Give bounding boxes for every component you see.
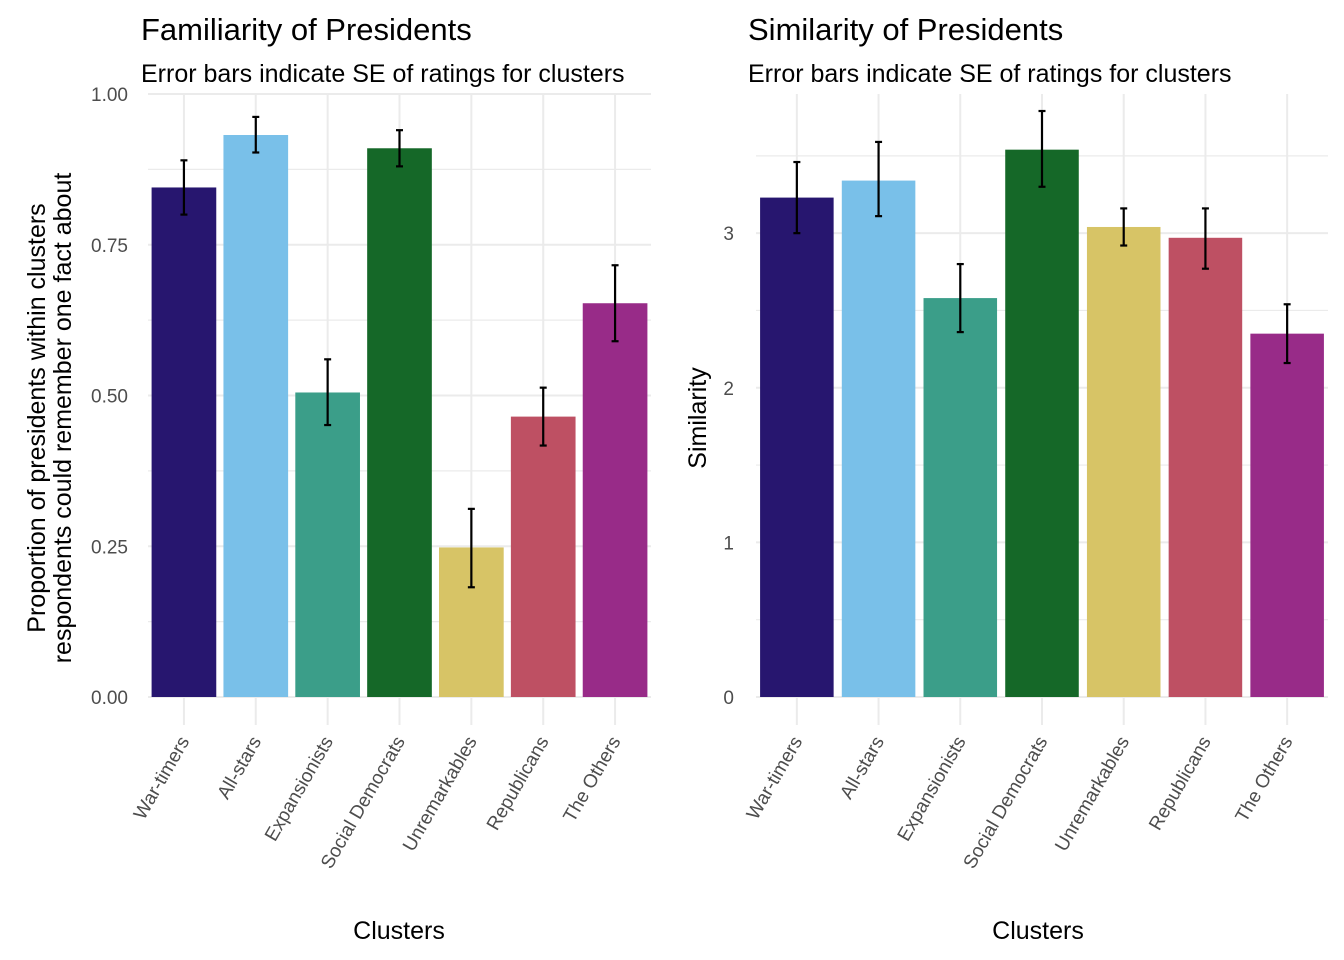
panel2-bar-all-stars	[841, 180, 916, 698]
panel2-x-tick-label: All-stars	[836, 733, 888, 803]
panel1-subtitle: Error bars indicate SE of ratings for cl…	[141, 60, 625, 88]
panel2-error-bar	[1283, 303, 1291, 365]
panel1-bar-social-democrats	[367, 148, 432, 697]
panel2-y-tick-label: 1	[723, 533, 734, 554]
panel2-error-bar	[793, 160, 801, 235]
panel1-error-bar	[539, 386, 547, 447]
panel1-y-axis-label-line1: Proportion of presidents within clusters	[23, 203, 51, 632]
panel1-bar-expansionists	[295, 392, 360, 697]
panel2-subtitle: Error bars indicate SE of ratings for cl…	[748, 60, 1232, 88]
panel2-error-bar	[1201, 207, 1209, 270]
panel1-x-tick-label: Unremarkables	[399, 733, 482, 855]
panel2-error-bar	[875, 140, 883, 218]
panel2-y-tick-label: 2	[723, 379, 734, 400]
panel2-title: Similarity of Presidents	[748, 12, 1063, 47]
panel2-x-tick-label: Expansionists	[894, 733, 971, 845]
panel2-plot-area: 0 1 2 3 War-timers All-stars ExpansionistsSoci…	[723, 94, 1328, 872]
panel1-error-bar	[611, 264, 619, 343]
panel1-error-bar	[252, 115, 260, 154]
panel2-bar-the-others	[1250, 333, 1324, 697]
panel2-x-tick-label: Republicans	[1145, 733, 1215, 834]
panel2-bar-unremarkables	[1086, 226, 1161, 697]
panel1-y-tick-label: 0.50	[91, 387, 128, 408]
panel1-bar-republicans	[510, 416, 576, 697]
panel1-plot-area: 0.00 0.25 0.50 0.75 1.00 War-timers All-starsE…	[91, 85, 651, 872]
panel1-bar-the-others	[582, 303, 648, 697]
panel2-y-tick-label: 0	[723, 688, 734, 709]
panel1-y-tick-label: 0.75	[91, 236, 128, 257]
panel2-x-tick-label: The Others	[1232, 733, 1298, 826]
panel2-error-bar	[1120, 207, 1128, 247]
panel1-bar-war-timers	[151, 187, 217, 697]
panel1-error-bar	[467, 507, 475, 589]
panel2-x-tick-label: Social Democrats	[960, 733, 1053, 872]
panel1-error-bar	[324, 358, 332, 427]
panel2-bar-social-democrats	[1005, 149, 1079, 697]
panel2-x-axis-label: Clusters	[992, 917, 1084, 945]
panel1-x-tick-label: Republicans	[483, 733, 553, 834]
panel2-x-tick-label: Unremarkables	[1051, 733, 1134, 855]
panel2-error-bar	[956, 262, 964, 334]
panel1-y-axis-label-line2: respondents could remember one fact abou…	[49, 173, 77, 664]
panel1-y-tick-label: 0.25	[91, 537, 128, 558]
panel1-x-tick-label: The Others	[560, 733, 626, 826]
panel2-bar-republicans	[1168, 237, 1243, 698]
panel2-bar-expansionists	[923, 298, 998, 697]
panel1-bar-all-stars	[223, 135, 289, 697]
panel1-x-tick-label: War-timers	[130, 733, 194, 823]
panel1-y-tick-label: 0.00	[91, 688, 128, 709]
panel1-x-tick-label: All-stars	[214, 733, 266, 803]
panel1-error-bar	[396, 129, 403, 168]
panel1-y-tick-label: 1.00	[91, 85, 128, 106]
panel1-x-tick-label: Expansionists	[261, 733, 338, 845]
panel2-bar-war-timers	[760, 197, 834, 698]
panel2-error-bar	[1038, 109, 1046, 188]
panel1-error-bar	[180, 159, 188, 216]
panel1-title: Familiarity of Presidents	[141, 12, 472, 47]
panel2-x-tick-label: War-timers	[743, 733, 807, 823]
panel1-x-axis-label: Clusters	[353, 917, 445, 945]
panel2-y-axis-label: Similarity	[684, 367, 712, 469]
panel2-y-tick-label: 3	[723, 224, 734, 245]
